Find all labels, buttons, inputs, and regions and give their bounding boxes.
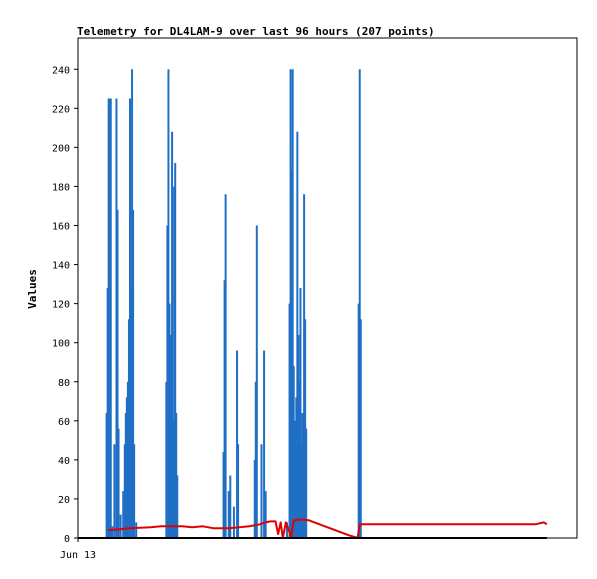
chart-title: Telemetry for DL4LAM-9 over last 96 hour…: [77, 25, 435, 38]
y-tick-label: 60: [58, 417, 70, 428]
y-tick-label: 160: [52, 222, 70, 233]
plot-frame: [77, 37, 578, 539]
y-tick-label: 0: [64, 534, 70, 545]
y-tick-label: 140: [52, 261, 70, 272]
y-axis-label: Values: [26, 269, 39, 309]
y-axis: 0 20 40 60 80 100 120 140 160 180 200 220 240: [52, 65, 78, 545]
y-tick-label: 200: [52, 143, 70, 154]
y-tick-label: 240: [52, 65, 70, 76]
x-tick-label: Jun 13: [60, 550, 96, 561]
y-tick-label: 100: [52, 339, 70, 350]
y-tick-label: 220: [52, 104, 70, 115]
series-layer: [78, 69, 548, 539]
line-series-1: [108, 518, 548, 539]
y-tick-label: 80: [58, 378, 70, 389]
y-tick-label: 180: [52, 182, 70, 193]
y-tick-label: 20: [58, 495, 70, 506]
y-tick-label: 40: [58, 456, 70, 467]
y-tick-label: 120: [52, 300, 70, 311]
